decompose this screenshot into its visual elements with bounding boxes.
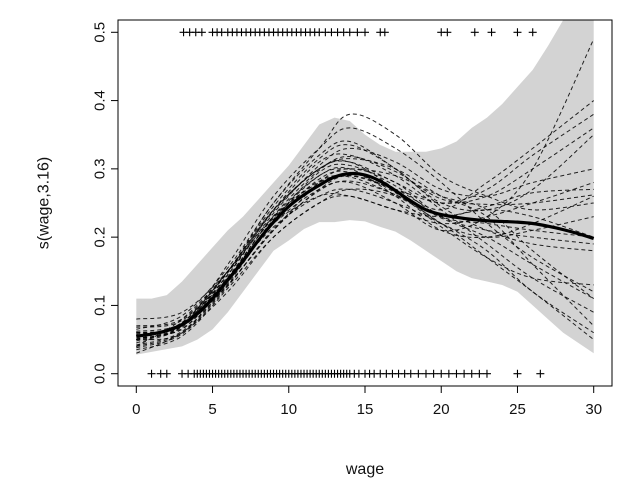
y-tick-label-0.4: 0.4: [92, 90, 109, 111]
rug-bottom-74: [452, 369, 461, 378]
rug-bottom-3: [162, 369, 171, 378]
sample-curve-14: [136, 195, 594, 351]
rug-bottom-78: [482, 369, 491, 378]
y-tick-label-0.1: 0.1: [92, 295, 109, 316]
rug-top-37: [380, 28, 389, 37]
rug-bottom-77: [475, 369, 484, 378]
rug-top-42: [513, 28, 522, 37]
x-tick-label-30: 30: [585, 401, 602, 418]
x-tick-label-25: 25: [509, 401, 526, 418]
x-tick-label-0: 0: [132, 401, 140, 418]
sample-curve-17: [136, 147, 594, 335]
rug-top-43: [528, 28, 537, 37]
rug-top-35: [361, 28, 369, 37]
x-tick-label-5: 5: [208, 401, 216, 418]
rug-bottom-70: [421, 369, 430, 378]
sample-curve-16: [136, 188, 594, 341]
sample-curve-6: [136, 127, 594, 341]
sample-curve-13: [136, 160, 594, 337]
sample-curve-23: [136, 180, 594, 349]
y-tick-label-0.3: 0.3: [92, 158, 109, 179]
x-tick-label-10: 10: [280, 401, 297, 418]
sample-curve-8: [136, 127, 594, 320]
y-tick-label-0.2: 0.2: [92, 227, 109, 248]
rug-bottom-73: [444, 369, 453, 378]
rug-top-41: [487, 28, 496, 37]
rug-bottom-75: [460, 369, 469, 378]
rug-top-40: [470, 28, 479, 37]
x-tick-label-15: 15: [357, 401, 374, 418]
rug-bottom-68: [406, 369, 415, 378]
rug-top-33: [345, 28, 354, 37]
sample-curve-4: [136, 188, 595, 354]
sample-curve-15: [136, 113, 594, 330]
rug-top-4: [197, 28, 206, 37]
x-tick-label-20: 20: [433, 401, 450, 418]
fitted-smooth-curve: [136, 171, 595, 338]
y-axis-title: s(wage,3.16): [36, 157, 53, 250]
x-axis-title: wage: [345, 461, 384, 478]
rug-bottom-69: [414, 369, 423, 378]
y-tick-label-0.5: 0.5: [92, 22, 109, 43]
rug-bottom-79: [513, 369, 522, 378]
sample-curve-24: [136, 156, 594, 336]
x-axis: 0 5 10 15 20 25 30: [132, 385, 602, 418]
rug-bottom-71: [429, 369, 438, 378]
rug-bottom-1: [147, 369, 156, 378]
sample-curve-9: [136, 168, 594, 347]
y-axis: 0.0 0.1 0.2 0.3 0.4 0.5: [92, 22, 119, 384]
rug-marks: [147, 28, 545, 378]
y-tick-label-0.0: 0.0: [92, 363, 109, 384]
rug-bottom-80: [536, 369, 545, 378]
fit-line: [136, 171, 595, 338]
rug-top-39: [443, 28, 452, 37]
rug-top-34: [353, 28, 362, 37]
rug-bottom-72: [437, 369, 446, 378]
rug-bottom-76: [467, 369, 476, 378]
sample-curve-11: [136, 38, 595, 334]
sample-curve-22: [136, 175, 594, 332]
